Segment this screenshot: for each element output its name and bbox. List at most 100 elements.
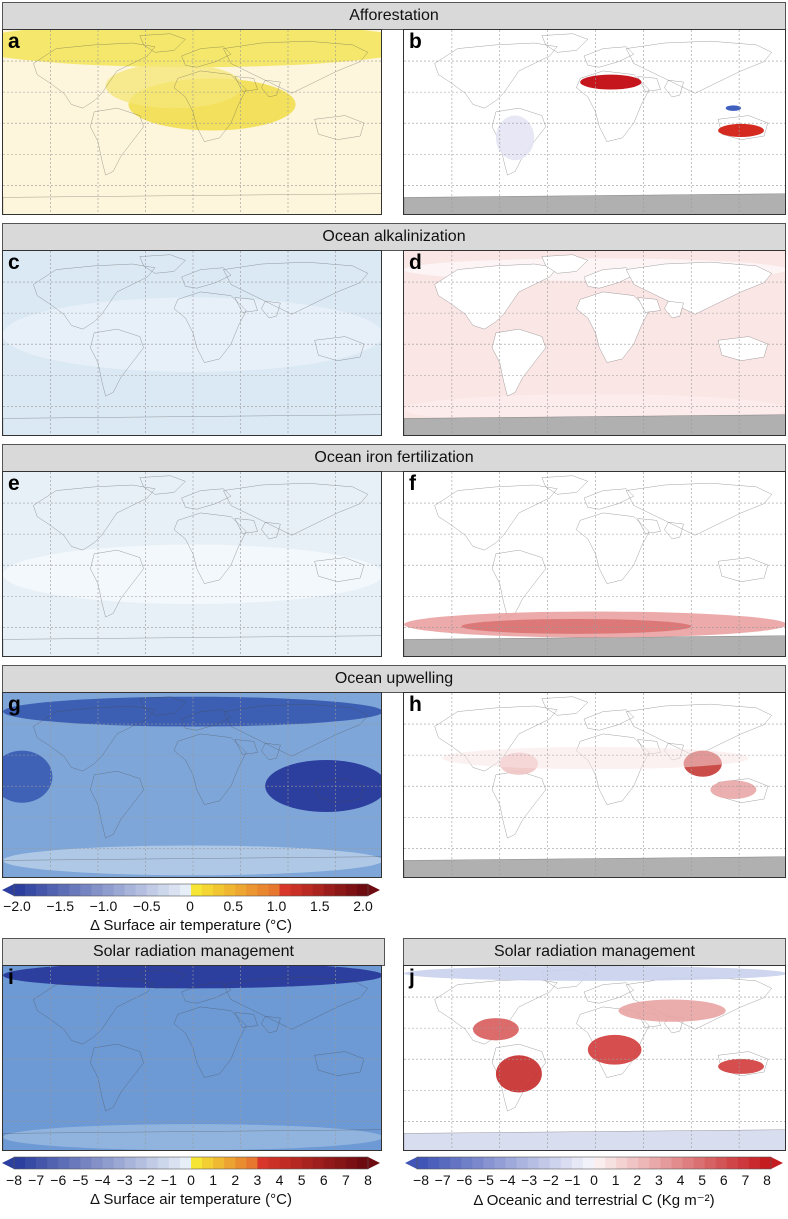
colorbar-swatch: [102, 884, 115, 896]
europe-outline: [182, 47, 231, 67]
india-outline: [664, 80, 683, 97]
colorbar-frame: [416, 1156, 772, 1170]
colorbar-tick-label: −2.0: [3, 898, 31, 914]
colorbar-tick-label: 2: [231, 1172, 240, 1188]
panel-label-e: e: [8, 472, 20, 495]
colorbar-temperature-small-ticks: −2.0 −1.5 −1.0 −0.5 0 0.5 1.0 1.5 2.0: [3, 898, 373, 916]
anomaly-region: [718, 123, 765, 137]
colorbar-swatch: [157, 884, 170, 896]
colorbar-swatch: [301, 884, 314, 896]
colorbar-tick-label: −4: [499, 1172, 516, 1188]
colorbar-tick-label: 1.5: [310, 898, 330, 914]
map-layer: [404, 966, 785, 1150]
anomaly-region: [587, 1034, 642, 1065]
australia-outline: [718, 337, 768, 361]
africa-outline: [576, 513, 649, 584]
anomaly-region: [3, 750, 53, 803]
colorbar-swatch: [268, 1157, 280, 1169]
greenland-outline: [140, 970, 186, 989]
anomaly-region: [495, 1055, 542, 1093]
colorbar-swatch: [693, 1157, 706, 1169]
colorbar-swatch: [135, 884, 148, 896]
asia-outline: [223, 262, 367, 314]
colorbar-swatch: [494, 1157, 506, 1169]
colorbar-swatch: [25, 1157, 37, 1169]
colorbar-swatch: [715, 1157, 728, 1169]
map-panel-f: f: [403, 471, 786, 657]
panel-label-d: d: [409, 251, 422, 274]
arabia-outline: [235, 740, 258, 755]
north-america-outline: [33, 485, 155, 550]
colorbar-tick-label: −4: [94, 1172, 111, 1188]
panel-label-f: f: [409, 472, 416, 495]
antarctica-outline: [404, 857, 785, 877]
colorbar-frame: [13, 883, 369, 897]
colorbar-tick-label: 5: [698, 1172, 707, 1188]
colorbar-carbon: [405, 1155, 783, 1171]
colorbar-swatch: [36, 1157, 48, 1169]
greenland-outline: [542, 697, 588, 716]
colorbar-temperature-small-svg: [2, 883, 380, 897]
colorbar-tick-label: 7: [741, 1172, 750, 1188]
colorbar-swatch: [345, 1157, 358, 1169]
colorbar-tick-label: 2.0: [353, 898, 373, 914]
colorbar-swatch: [191, 1157, 203, 1169]
africa-outline: [174, 1007, 246, 1078]
colorbar-swatch: [560, 1157, 573, 1169]
colorbar-frame: [13, 1156, 369, 1170]
anomaly-region: [3, 845, 381, 876]
colorbar-swatch: [356, 1157, 369, 1169]
asia-outline: [626, 262, 772, 314]
colorbar-arrow-right: [368, 1157, 380, 1169]
colorbar-arrow-left: [2, 1157, 14, 1169]
colorbar-swatch: [146, 884, 159, 896]
europe-outline: [584, 710, 634, 730]
colorbar-swatch: [47, 1157, 59, 1169]
map-panel-a: a: [2, 29, 382, 215]
greenland-outline: [542, 476, 588, 495]
map-f-svg: [404, 472, 785, 656]
colorbar-swatch: [748, 1157, 761, 1169]
colorbar-swatch: [202, 1157, 214, 1169]
asia-outline: [223, 977, 367, 1029]
anomaly-region: [710, 780, 757, 800]
colorbar-swatch: [47, 884, 59, 896]
colorbar-tick-label: −5: [477, 1172, 494, 1188]
colorbar-tick-label: −0.5: [132, 898, 161, 914]
antarctica-outline: [404, 415, 785, 435]
colorbar-temperature-small: [2, 882, 380, 898]
colorbar-swatch: [483, 1157, 495, 1169]
europe-outline: [584, 489, 634, 509]
antarctica-outline: [404, 194, 785, 214]
map-g-svg: [3, 693, 381, 877]
map-panel-d: d: [403, 250, 786, 436]
colorbar-swatch: [91, 884, 103, 896]
greenland-outline: [140, 697, 186, 716]
panel-label-j: j: [409, 966, 415, 989]
colorbar-tick-label: −1.0: [89, 898, 118, 914]
ocean-background: [3, 966, 381, 1150]
india-outline: [261, 1016, 280, 1033]
north-america-outline: [33, 706, 155, 771]
africa-outline: [174, 292, 246, 363]
arabia-outline: [235, 298, 258, 313]
colorbar-temperature-large: [2, 1155, 380, 1171]
south-america-outline: [90, 550, 143, 617]
anomaly-region: [3, 297, 381, 372]
colorbar-temperature-large-ticks: −8 −7 −6 −5 −4 −3 −2 −1 0 1 2 3 4 5 6 7 8: [6, 1172, 372, 1190]
colorbar-swatch: [146, 1157, 159, 1169]
colorbar-swatch: [334, 1157, 347, 1169]
antarctica-outline: [404, 636, 785, 656]
india-outline: [261, 80, 280, 97]
colorbar-tick-label: −1.5: [46, 898, 75, 914]
ocean-background: [404, 30, 785, 214]
north-america-outline: [33, 264, 155, 329]
europe-outline: [182, 489, 231, 509]
australia-outline: [315, 558, 364, 582]
australia-outline: [315, 116, 364, 140]
map-i-svg: [3, 966, 381, 1150]
colorbar-swatch: [213, 1157, 225, 1169]
anomaly-region: [472, 1018, 519, 1041]
colorbar-carbon-ticks: −8 −7 −6 −5 −4 −3 −2 −1 0 1 2 3 4 5 6 7 8: [413, 1172, 771, 1190]
colorbar-swatch: [113, 884, 126, 896]
